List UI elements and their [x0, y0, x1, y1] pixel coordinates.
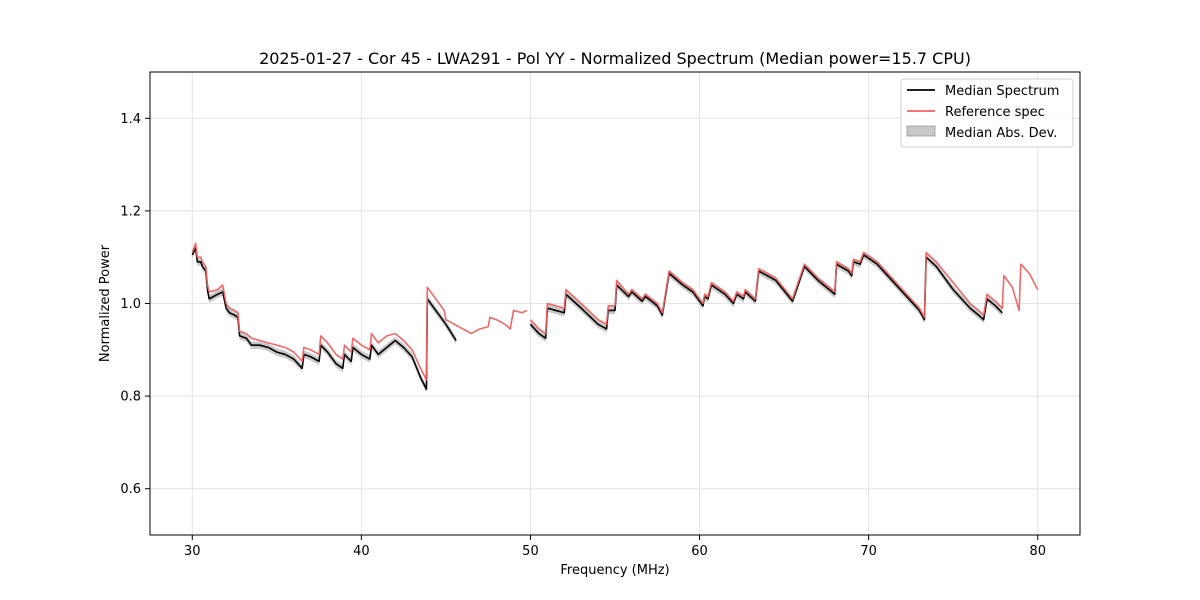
reference-spec-line: [191, 242, 528, 381]
y-tick-label: 1.0: [120, 297, 141, 312]
y-tick-label: 1.2: [120, 204, 141, 219]
y-axis-label: Normalized Power: [98, 244, 113, 362]
x-axis-ticks: 30 40 50 60 70 80: [184, 535, 1046, 559]
mad-band: [530, 251, 1003, 342]
x-tick-label: 60: [691, 544, 708, 559]
legend-label-median: Median Spectrum: [945, 84, 1059, 99]
median-spectrum-line: [191, 247, 457, 390]
y-tick-label: 1.4: [120, 112, 141, 127]
legend-label-mad: Median Abs. Dev.: [945, 126, 1057, 141]
mad-band-layer: [192, 244, 1003, 393]
y-axis-ticks: 0.6 0.8 1.0 1.2 1.4: [120, 112, 150, 497]
x-tick-label: 50: [522, 544, 539, 559]
x-tick-label: 80: [1029, 544, 1046, 559]
legend: Median Spectrum Reference spec Median Ab…: [900, 78, 1074, 148]
x-tick-label: 40: [353, 544, 370, 559]
x-tick-label: 30: [184, 544, 201, 559]
chart-title: 2025-01-27 - Cor 45 - LWA291 - Pol YY - …: [259, 49, 971, 68]
x-tick-label: 70: [860, 544, 877, 559]
reference-spec-layer: [191, 242, 1039, 381]
y-tick-label: 0.6: [120, 482, 141, 497]
legend-swatch-mad: [906, 125, 936, 137]
legend-box: [900, 78, 1074, 148]
y-tick-label: 0.8: [120, 390, 141, 405]
x-axis-label: Frequency (MHz): [560, 563, 669, 578]
legend-label-reference: Reference spec: [945, 105, 1045, 120]
reference-spec-line: [529, 251, 1039, 335]
